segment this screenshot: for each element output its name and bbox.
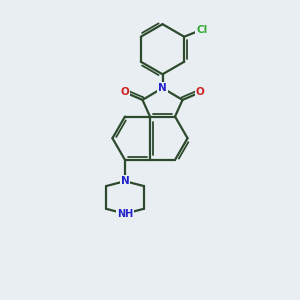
Text: NH: NH [117, 209, 133, 219]
Text: O: O [196, 87, 204, 98]
Text: N: N [158, 83, 167, 93]
Text: Cl: Cl [196, 25, 208, 35]
Text: N: N [121, 176, 129, 186]
Text: O: O [121, 87, 129, 98]
